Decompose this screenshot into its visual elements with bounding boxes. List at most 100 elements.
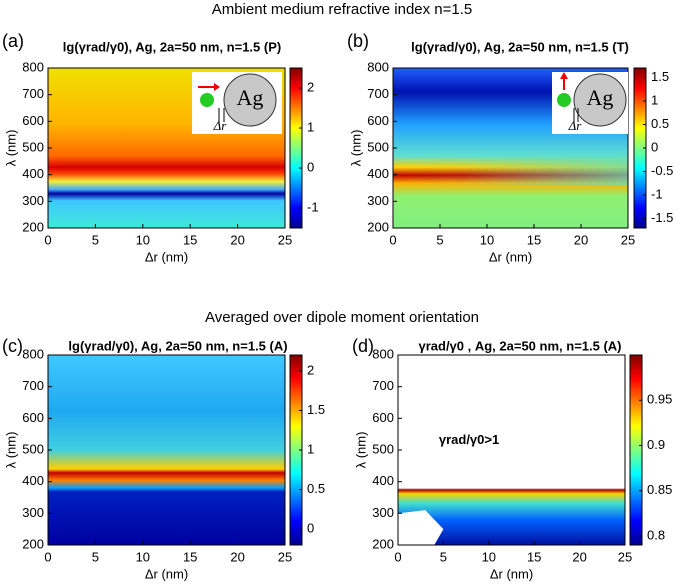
inset: Ag Δr <box>552 72 628 134</box>
x-tick-label: 20 <box>572 549 586 564</box>
x-tick-label: 10 <box>482 549 496 564</box>
x-tick-label: 20 <box>574 232 588 247</box>
colorbar-tick-label: 0.85 <box>647 482 672 497</box>
y-tick-label: 700 <box>22 378 44 393</box>
y-tick-label: 500 <box>372 441 394 456</box>
y-axis-label: λ (nm) <box>3 130 18 167</box>
x-tick-label: 15 <box>183 549 197 564</box>
x-tick-label: 0 <box>394 549 401 564</box>
heatmap-white-region <box>398 510 444 545</box>
y-axis-label: λ (nm) <box>3 432 18 469</box>
colorbar-tick-label: 1 <box>307 441 314 456</box>
y-tick-label: 700 <box>367 86 389 101</box>
panel-label: (c) <box>2 336 23 356</box>
heatmap-field <box>398 355 625 545</box>
panel-label: (b) <box>347 31 369 51</box>
y-tick-label: 800 <box>367 59 389 74</box>
y-tick-label: 300 <box>22 505 44 520</box>
y-tick-label: 500 <box>367 139 389 154</box>
heatmap-field <box>48 355 285 545</box>
inset-label: Ag <box>587 85 614 110</box>
x-tick-label: 15 <box>527 232 541 247</box>
y-tick-label: 500 <box>22 441 44 456</box>
y-tick-label: 200 <box>22 219 44 234</box>
panel-label: (d) <box>352 336 374 356</box>
x-tick-label: 10 <box>136 232 150 247</box>
y-tick-label: 600 <box>22 113 44 128</box>
y-tick-label: 700 <box>22 86 44 101</box>
chart-title: lg(γrad/γ0), Ag, 2a=50 nm, n=1.5 (A) <box>68 338 287 353</box>
x-tick-label: 0 <box>44 232 51 247</box>
chart-title: lg(γrad/γ0), Ag, 2a=50 nm, n=1.5 (P) <box>63 39 281 54</box>
colorbar <box>289 67 303 229</box>
x-axis-label: Δr (nm) <box>490 566 533 581</box>
x-tick-label: 25 <box>621 232 635 247</box>
inset-label: Δr <box>568 118 583 133</box>
chart-title: γrad/γ0 , Ag, 2a=50 nm, n=1.5 (A) <box>418 338 621 353</box>
y-tick-label: 800 <box>22 59 44 74</box>
y-tick-label: 200 <box>22 536 44 551</box>
annotation: γrad/γ0>1 <box>439 432 499 447</box>
y-axis-label: λ (nm) <box>348 130 363 167</box>
inset-label: Δr <box>213 118 228 133</box>
x-axis-label: Δr (nm) <box>145 249 188 264</box>
colorbar-tick-label: 1 <box>651 92 658 107</box>
y-tick-label: 500 <box>22 139 44 154</box>
x-axis-label: Δr (nm) <box>489 249 532 264</box>
y-tick-label: 700 <box>372 378 394 393</box>
x-tick-label: 10 <box>480 232 494 247</box>
y-tick-label: 200 <box>372 536 394 551</box>
x-tick-label: 5 <box>92 549 99 564</box>
colorbar-tick-label: 0 <box>651 139 658 154</box>
x-tick-label: 25 <box>278 232 292 247</box>
x-tick-label: 15 <box>527 549 541 564</box>
heading: Averaged over dipole moment orientation <box>205 309 479 326</box>
y-tick-label: 600 <box>22 410 44 425</box>
x-tick-label: 5 <box>92 232 99 247</box>
chart-title: lg(γrad/γ0), Ag, 2a=50 nm, n=1.5 (T) <box>411 39 629 54</box>
colorbar-tick-label: 2 <box>307 362 314 377</box>
y-tick-label: 600 <box>372 410 394 425</box>
y-tick-label: 800 <box>372 346 394 361</box>
colorbar-tick-label: 0.9 <box>647 437 665 452</box>
x-tick-label: 5 <box>440 549 447 564</box>
colorbar-tick-label: 0 <box>307 159 314 174</box>
colorbar-tick-label: 0.95 <box>647 392 672 407</box>
y-axis-label: λ (nm) <box>353 432 368 469</box>
y-tick-label: 600 <box>367 113 389 128</box>
x-tick-label: 0 <box>389 232 396 247</box>
colorbar <box>629 354 643 546</box>
inset: Ag Δr <box>192 72 282 134</box>
y-tick-label: 200 <box>367 219 389 234</box>
insets: Ag Δr Ag Δr <box>192 72 628 134</box>
colorbar-tick-label: -1.5 <box>651 210 673 225</box>
colorbar-tick-label: 1.5 <box>651 69 669 84</box>
panel-label: (a) <box>2 31 24 51</box>
colorbar-tick-label: 1 <box>307 119 314 134</box>
x-tick-label: 5 <box>436 232 443 247</box>
y-tick-label: 400 <box>367 166 389 181</box>
heatmap-shade <box>393 156 628 186</box>
x-tick-label: 10 <box>136 549 150 564</box>
y-tick-label: 400 <box>22 166 44 181</box>
colorbar-tick-label: -1 <box>651 186 663 201</box>
x-tick-label: 20 <box>230 549 244 564</box>
colorbar-tick-label: -1 <box>307 199 319 214</box>
x-tick-label: 0 <box>44 549 51 564</box>
y-tick-label: 300 <box>367 193 389 208</box>
x-tick-label: 25 <box>618 549 632 564</box>
colorbar-tick-label: 0.5 <box>651 116 669 131</box>
heading: Ambient medium refractive index n=1.5 <box>212 1 473 18</box>
y-tick-label: 300 <box>22 193 44 208</box>
colorbar-tick-label: -0.5 <box>651 163 673 178</box>
x-tick-label: 15 <box>183 232 197 247</box>
x-tick-label: 25 <box>278 549 292 564</box>
y-tick-label: 400 <box>22 473 44 488</box>
colorbar-tick-label: 0.8 <box>647 527 665 542</box>
colorbar-tick-label: 0.5 <box>307 481 325 496</box>
colorbar-tick-label: 2 <box>307 79 314 94</box>
colorbar-tick-label: 0 <box>307 521 314 536</box>
y-tick-label: 400 <box>372 473 394 488</box>
